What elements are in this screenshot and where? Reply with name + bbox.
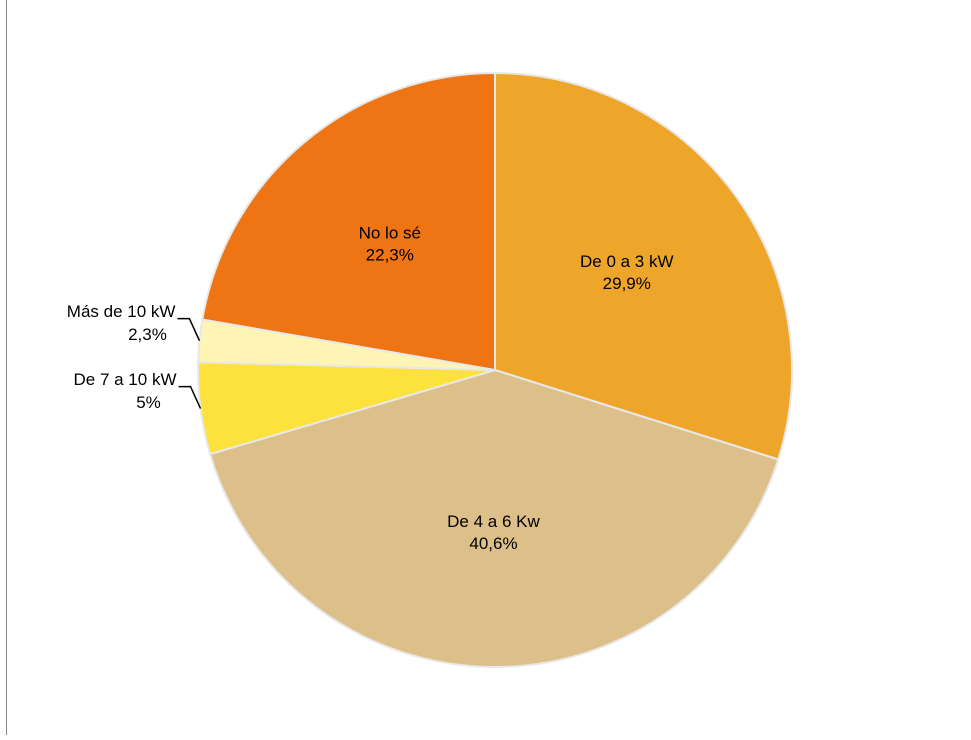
slice-label: No lo sé	[359, 224, 421, 243]
slice-label: Más de 10 kW	[67, 302, 176, 321]
slice-label: De 7 a 10 kW	[74, 370, 177, 389]
slice-label: De 0 a 3 kW	[580, 252, 674, 271]
slice-value: 29,9%	[603, 274, 651, 293]
slice-value: 5%	[136, 393, 161, 412]
slice-value: 40,6%	[469, 534, 517, 553]
slice-label: De 4 a 6 Kw	[447, 512, 540, 531]
slice-value: 2,3%	[128, 325, 167, 344]
slice-value: 22,3%	[366, 246, 414, 265]
